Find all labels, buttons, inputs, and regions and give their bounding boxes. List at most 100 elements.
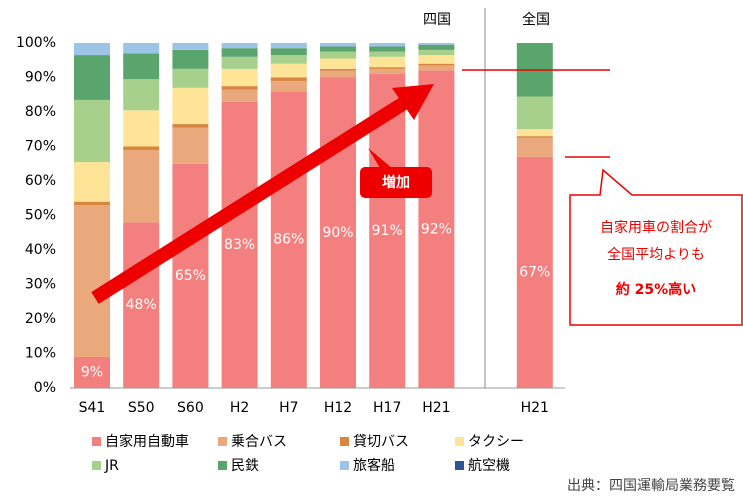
x-tick-label: S41 <box>79 400 106 416</box>
callout-text: 全国平均よりも <box>607 246 705 263</box>
legend-swatch <box>340 437 349 446</box>
x-tick-label: H2 <box>230 400 249 416</box>
data-label: 91% <box>372 223 403 239</box>
bar-segment <box>221 86 258 90</box>
bar-segment <box>172 127 209 164</box>
bar-segment <box>369 46 406 52</box>
callout-text: 自家用車の割合が <box>600 219 712 236</box>
bar-segment <box>369 68 406 75</box>
bar-segment <box>418 49 455 56</box>
bar-segment <box>418 63 455 66</box>
bar-segment <box>74 356 110 388</box>
x-tick-label: H21 <box>422 400 450 416</box>
legend-swatch <box>340 461 349 470</box>
bar-segment <box>123 146 160 150</box>
data-label: 90% <box>322 225 353 241</box>
increase-label: 増加 <box>382 174 410 191</box>
y-tick-label: 40% <box>25 242 56 258</box>
bar-segment <box>320 43 356 47</box>
bar-segment <box>74 99 110 163</box>
y-tick-label: 0% <box>34 380 56 396</box>
y-tick-label: 70% <box>25 139 56 155</box>
x-tick-label: S60 <box>177 400 204 416</box>
bar-segment <box>221 56 258 69</box>
data-label: 86% <box>273 232 304 248</box>
bar-segment <box>320 58 356 69</box>
legend-swatch <box>455 461 464 470</box>
bar-segment <box>74 201 110 206</box>
bar-segment <box>123 79 160 111</box>
trend-arrow <box>91 92 416 304</box>
bar-segment <box>320 51 356 59</box>
legend-swatch <box>92 461 101 470</box>
bar-segment <box>74 43 110 56</box>
x-tick-label: H17 <box>373 400 401 416</box>
bar-segment <box>123 43 160 54</box>
legend-swatch <box>218 461 227 470</box>
bar-segment <box>270 48 307 56</box>
bar-segment <box>172 49 209 69</box>
y-tick-label: 10% <box>25 346 56 362</box>
bar-segment <box>123 53 160 80</box>
legend-swatch <box>218 437 227 446</box>
legend-label: 貸切バス <box>353 434 409 450</box>
legend-label: JR <box>104 458 119 474</box>
callout-box <box>569 168 743 326</box>
bar-segment <box>418 65 455 71</box>
y-tick-label: 80% <box>25 104 56 120</box>
x-tick-label: H7 <box>279 400 298 416</box>
x-tick-label: H21 <box>521 400 549 416</box>
x-tick-label: S50 <box>128 400 155 416</box>
bar-segment <box>221 43 258 49</box>
legend-label: 自家用自動車 <box>105 433 189 450</box>
bar-segment <box>270 63 307 78</box>
data-label: 65% <box>175 268 206 284</box>
legend-label: タクシー <box>468 434 524 450</box>
bar-segment <box>516 156 553 388</box>
region-label: 全国 <box>522 11 550 28</box>
bar-segment <box>172 87 209 125</box>
bar-segment <box>172 163 209 388</box>
bar-segment <box>221 89 258 102</box>
region-label: 四国 <box>423 12 451 28</box>
bar-segment <box>270 77 307 81</box>
y-tick-label: 50% <box>25 208 56 224</box>
bar-segment <box>74 55 110 100</box>
bar-segment <box>221 101 258 389</box>
bar-segment <box>418 44 455 50</box>
bar-segment <box>320 46 356 52</box>
legend-swatch <box>455 437 464 446</box>
y-tick-label: 90% <box>25 70 56 86</box>
increase-box <box>360 167 432 198</box>
data-label: 67% <box>519 264 550 280</box>
bar-segment <box>172 124 209 128</box>
callout-text: 約 25%高い <box>616 281 696 298</box>
bar-segment <box>320 70 356 78</box>
bar-segment <box>270 80 307 92</box>
bar-segment <box>369 43 406 47</box>
bar-segment <box>516 137 553 157</box>
bar-segment <box>516 129 553 137</box>
y-tick-label: 20% <box>25 311 56 327</box>
y-tick-label: 30% <box>25 277 56 293</box>
bar-segment <box>369 56 406 68</box>
bar-segment <box>221 68 258 87</box>
bar-segment <box>418 55 455 64</box>
bar-segment <box>369 67 406 69</box>
bar-segment <box>270 43 307 49</box>
bar-segment <box>418 43 455 45</box>
bar-segment <box>270 55 307 64</box>
legend-label: 航空機 <box>468 458 510 474</box>
y-tick-label: 100% <box>16 35 56 51</box>
bar-segment <box>123 222 160 388</box>
bar-segment <box>516 136 553 138</box>
data-label: 9% <box>81 364 103 380</box>
legend-swatch <box>92 437 101 446</box>
bars: 9% 48% 65% 83% 86% 90% 91% 92% 67% <box>74 43 553 389</box>
bar-segment <box>320 68 356 71</box>
bar-segment <box>74 162 110 202</box>
bar-segment <box>369 51 406 57</box>
bar-segment <box>123 149 160 223</box>
data-label: 48% <box>126 297 157 313</box>
data-label: 83% <box>224 237 255 253</box>
